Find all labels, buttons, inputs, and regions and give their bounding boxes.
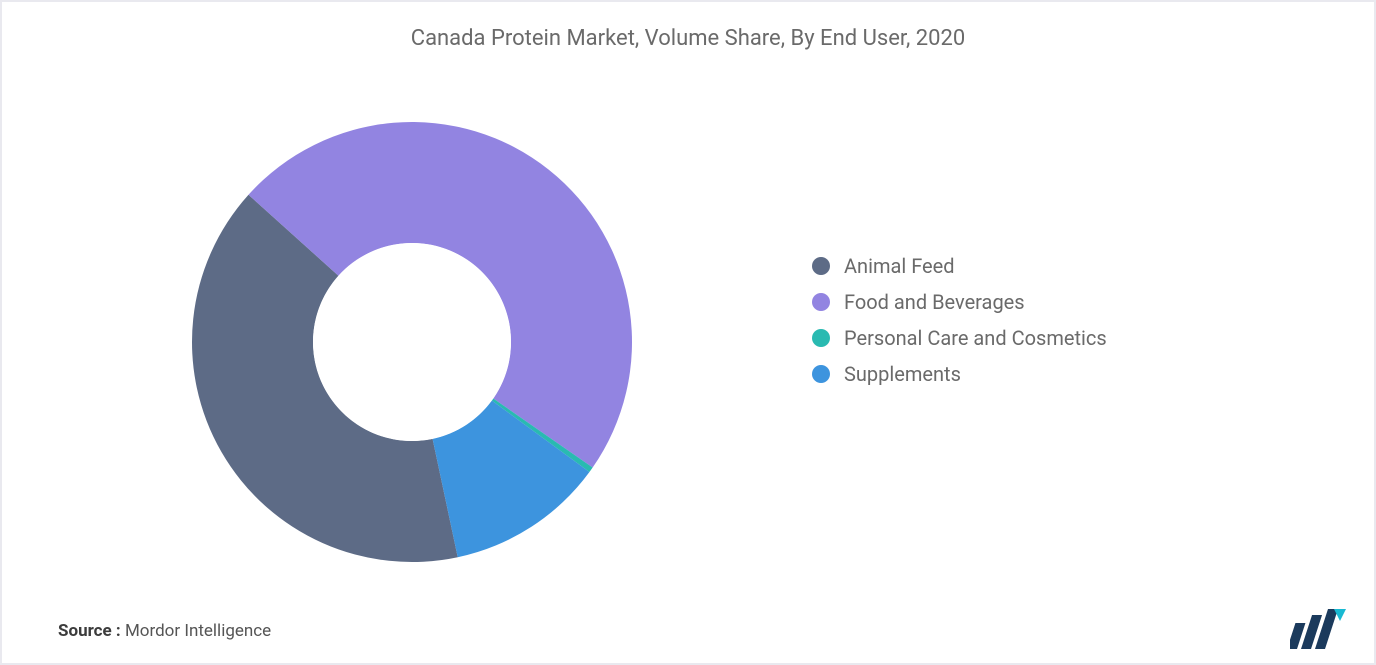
donut-chart <box>162 92 662 592</box>
chart-card: Canada Protein Market, Volume Share, By … <box>0 0 1376 665</box>
source-label: Source : <box>58 621 121 641</box>
legend-item: Personal Care and Cosmetics <box>812 326 1107 350</box>
legend-swatch <box>812 365 830 383</box>
legend-swatch <box>812 329 830 347</box>
legend-label: Animal Feed <box>844 254 955 278</box>
source-attribution: Source : Mordor Intelligence <box>58 621 271 641</box>
chart-title: Canada Protein Market, Volume Share, By … <box>2 2 1374 51</box>
legend-swatch <box>812 293 830 311</box>
legend-label: Supplements <box>844 362 961 386</box>
legend-item: Food and Beverages <box>812 290 1107 314</box>
legend-swatch <box>812 257 830 275</box>
legend-label: Food and Beverages <box>844 290 1025 314</box>
brand-logo <box>1290 609 1346 649</box>
legend-item: Supplements <box>812 362 1107 386</box>
source-value: Mordor Intelligence <box>125 621 271 641</box>
legend-item: Animal Feed <box>812 254 1107 278</box>
legend: Animal Feed Food and Beverages Personal Ca… <box>812 254 1107 398</box>
legend-label: Personal Care and Cosmetics <box>844 326 1107 350</box>
